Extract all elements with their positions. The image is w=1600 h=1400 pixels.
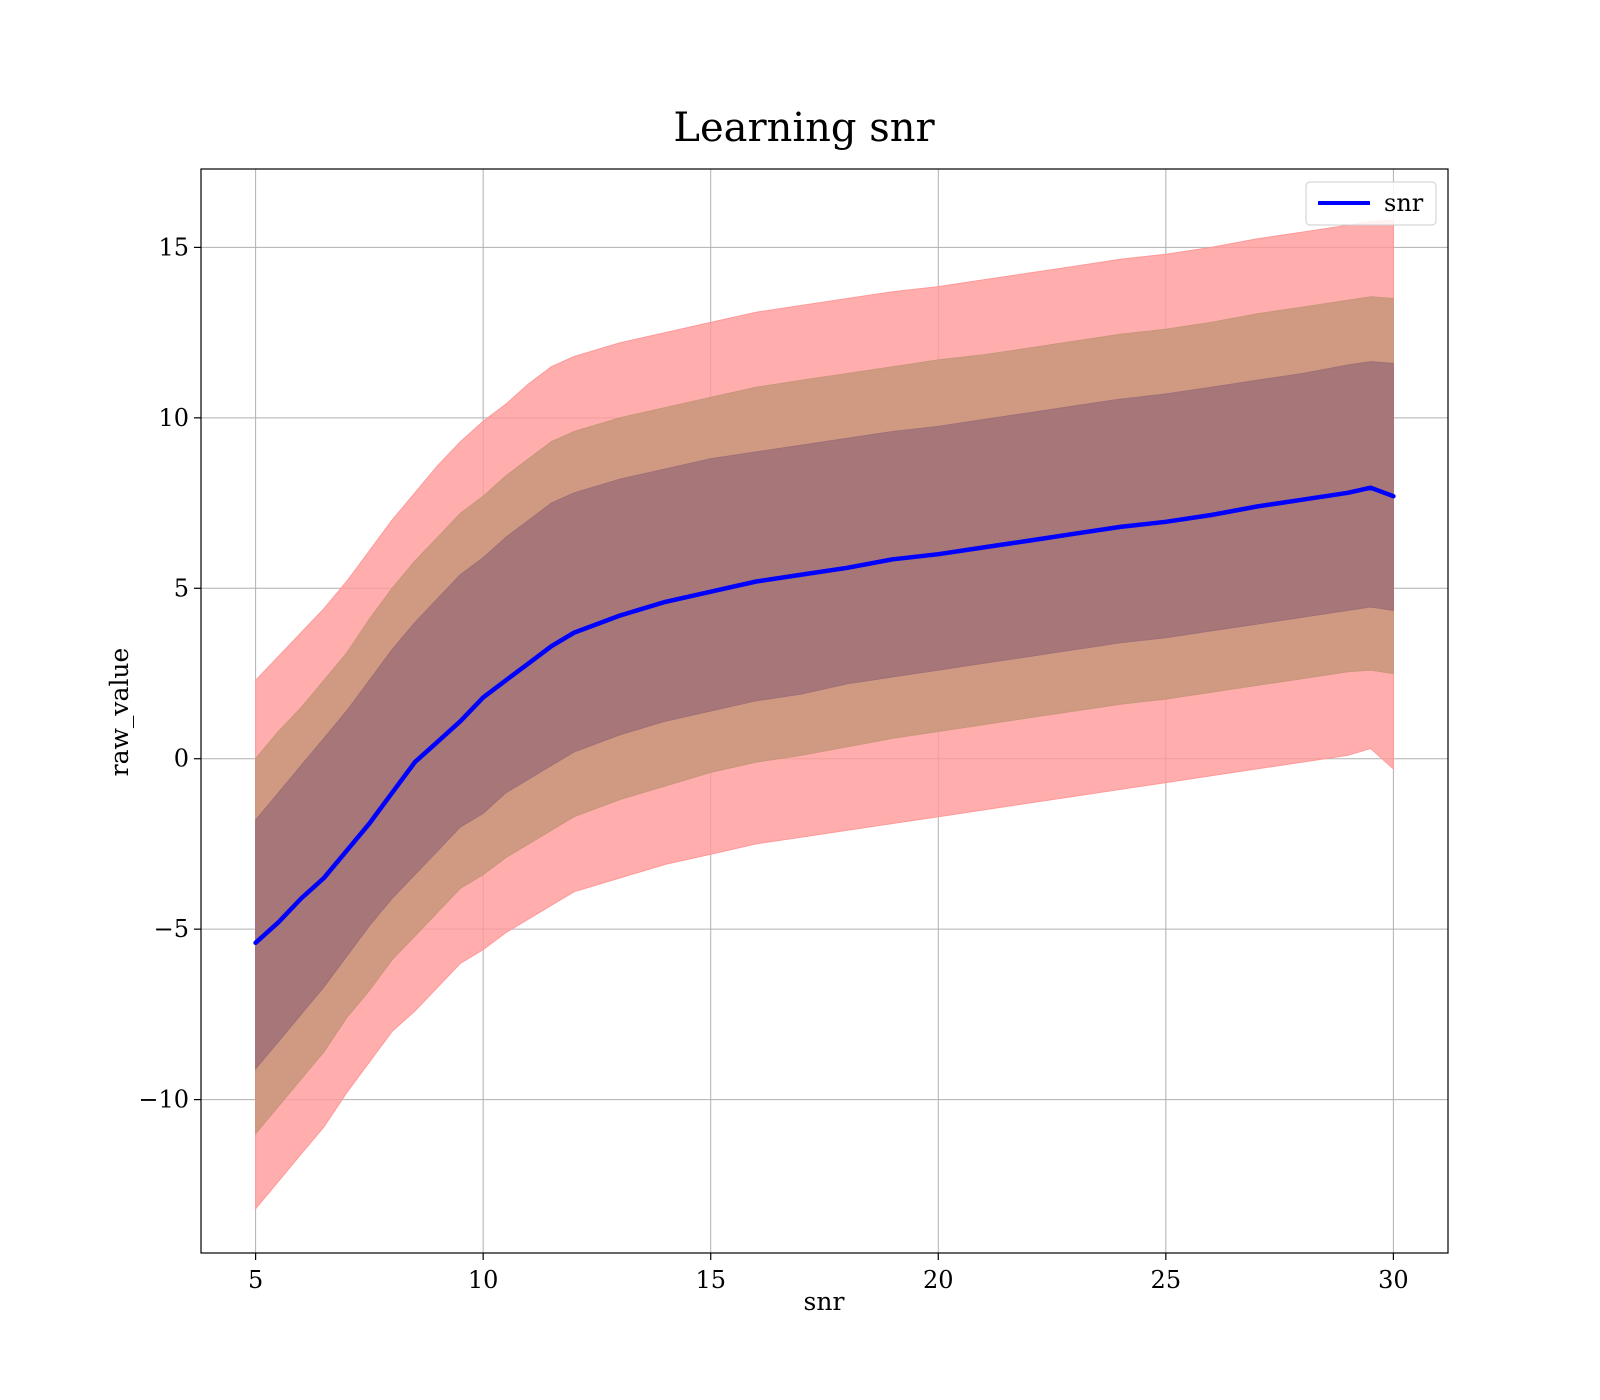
- chart-title: Learning snr: [673, 105, 935, 151]
- y-tick-label: −5: [154, 915, 189, 943]
- y-tick-label: 15: [158, 233, 189, 261]
- plot-area-frame: [200, 168, 1449, 1254]
- x-tick-label: 30: [1378, 1266, 1409, 1294]
- series-line-snr: [253, 485, 1396, 946]
- x-tick-label: 5: [248, 1266, 263, 1294]
- x-tick-label: 20: [923, 1266, 954, 1294]
- series-lines: [253, 485, 1396, 946]
- y-tick-label: 5: [174, 574, 189, 602]
- x-tick-label: 15: [695, 1266, 726, 1294]
- y-tick-label: 10: [158, 404, 189, 432]
- confidence-bands: [255, 219, 1394, 1211]
- y-tick-label: 0: [174, 745, 189, 773]
- x-tick-label: 10: [468, 1266, 499, 1294]
- x-tick-label: 25: [1151, 1266, 1182, 1294]
- band-inner: [255, 361, 1394, 1071]
- legend: snr: [1305, 181, 1437, 226]
- axis-ticks: 5 10 15 20 25 30 −10 −5 0 5 10 15: [138, 233, 1408, 1294]
- y-axis-label: raw_value: [105, 648, 134, 777]
- legend-box: [1305, 181, 1437, 226]
- y-tick-label: −10: [138, 1086, 189, 1114]
- x-axis-label: snr: [804, 1287, 845, 1316]
- legend-label-snr: snr: [1384, 189, 1424, 217]
